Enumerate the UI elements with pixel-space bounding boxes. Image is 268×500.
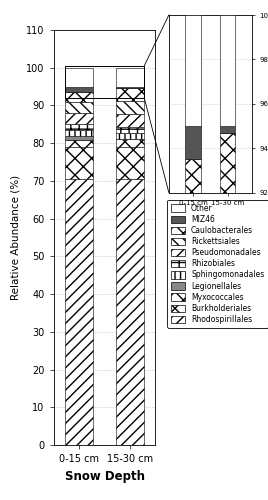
Bar xyxy=(220,210,235,288)
Bar xyxy=(185,348,201,381)
Bar xyxy=(185,481,201,500)
Bar xyxy=(65,179,93,445)
Bar xyxy=(116,86,144,88)
Bar xyxy=(65,136,93,140)
Bar xyxy=(116,88,144,101)
Bar xyxy=(116,114,144,128)
Bar xyxy=(65,86,93,92)
Bar xyxy=(220,366,235,399)
Bar xyxy=(220,288,235,366)
Bar xyxy=(116,68,144,86)
Bar xyxy=(65,113,93,124)
Bar xyxy=(220,432,235,436)
Bar xyxy=(185,214,201,281)
Bar xyxy=(116,128,144,133)
Bar xyxy=(220,481,235,500)
Bar xyxy=(185,441,201,481)
Bar xyxy=(185,281,201,348)
Bar xyxy=(65,147,93,179)
Bar xyxy=(65,140,93,147)
Bar xyxy=(185,414,201,441)
Bar xyxy=(65,102,93,113)
Bar xyxy=(65,92,93,102)
Bar xyxy=(65,68,93,86)
Bar xyxy=(65,66,144,98)
Bar xyxy=(116,133,144,138)
Bar xyxy=(220,126,235,132)
Bar xyxy=(185,15,201,126)
Bar xyxy=(220,399,235,432)
X-axis label: Snow Depth: Snow Depth xyxy=(65,470,144,482)
Bar xyxy=(116,138,144,140)
Bar xyxy=(220,436,235,481)
Bar xyxy=(65,124,93,130)
Bar xyxy=(185,126,201,159)
Bar xyxy=(220,132,235,210)
Bar xyxy=(116,101,144,114)
Bar xyxy=(185,381,201,414)
Legend: Other, MIZ46, Caulobacterales, Rickettsiales, Pseudomonadales, Rhizobiales, Sphi: Other, MIZ46, Caulobacterales, Rickettsi… xyxy=(168,200,268,328)
Bar xyxy=(116,140,144,147)
Bar xyxy=(220,15,235,126)
Bar xyxy=(116,147,144,179)
Bar xyxy=(65,130,93,136)
Bar xyxy=(116,179,144,445)
Bar xyxy=(185,159,201,214)
Y-axis label: Relative Abundance (%): Relative Abundance (%) xyxy=(11,175,21,300)
